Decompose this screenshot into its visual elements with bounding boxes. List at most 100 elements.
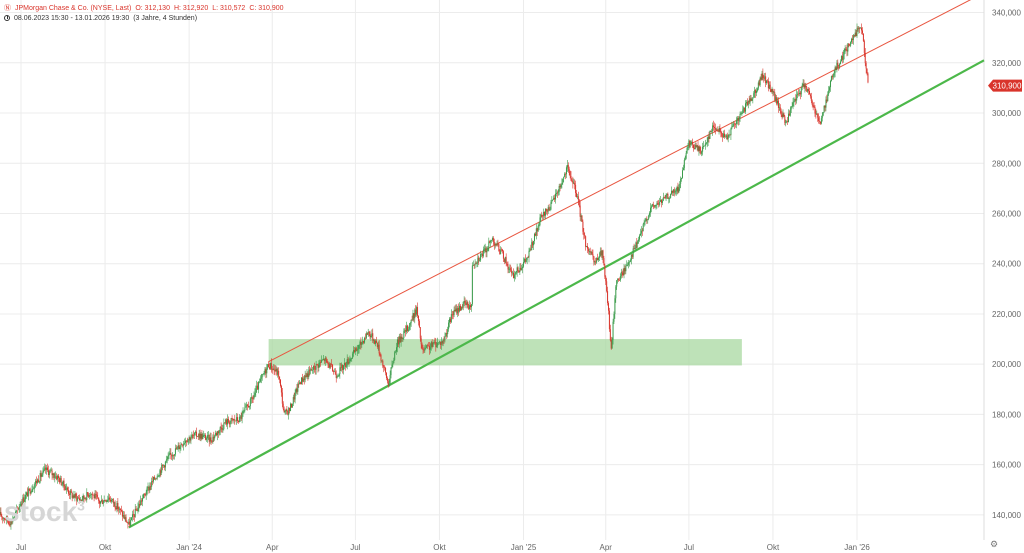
candle-body: [384, 367, 386, 368]
x-tick-label: Okt: [767, 543, 780, 552]
candle-body: [548, 207, 550, 211]
candle-body: [263, 373, 265, 375]
candle-body: [433, 342, 435, 344]
candle-body: [672, 189, 674, 193]
candle-body: [137, 507, 139, 512]
candle-body: [398, 336, 400, 345]
candle-body: [539, 217, 541, 226]
candle-body: [436, 345, 438, 348]
low-value: L: 310,572: [212, 5, 246, 12]
candle-body: [322, 358, 324, 360]
candle-body: [597, 258, 599, 261]
candle-body: [141, 500, 143, 502]
x-tick-label: Jul: [350, 543, 360, 552]
candle-body: [197, 436, 199, 438]
candle-body: [187, 439, 189, 443]
candle-body: [258, 381, 260, 390]
trend-lines[interactable]: [128, 0, 985, 529]
candle-body: [437, 342, 439, 346]
candle-body: [610, 340, 612, 349]
candle-body: [226, 419, 228, 425]
candle-body: [573, 183, 575, 184]
candle-body: [279, 376, 281, 380]
candle-body: [435, 342, 437, 348]
candle-body: [375, 340, 377, 343]
candle-body: [386, 377, 388, 382]
candle-body: [334, 371, 336, 375]
candle-body: [846, 49, 848, 52]
candle-body: [652, 204, 654, 206]
candle-body: [41, 474, 43, 477]
candle-body: [88, 494, 90, 497]
candle-body: [492, 238, 494, 242]
candle-body: [423, 349, 425, 351]
candle-body: [695, 144, 697, 148]
candle-body: [738, 117, 740, 121]
candle-body: [594, 261, 596, 263]
candle-body: [635, 242, 637, 249]
candle-body: [353, 350, 355, 354]
candle-body: [613, 313, 615, 322]
candle-body: [458, 307, 460, 312]
candle-body: [513, 274, 515, 279]
candle-body: [243, 410, 245, 412]
candle-body: [663, 197, 665, 198]
candle-body: [73, 495, 75, 498]
candle-body: [35, 480, 37, 485]
candle-body: [107, 499, 109, 501]
candle-body: [619, 276, 621, 281]
candle-body: [121, 511, 123, 517]
candle-body: [253, 395, 255, 399]
candle-body: [207, 434, 209, 436]
price-zone[interactable]: [268, 339, 742, 366]
scale-toggle-icon[interactable]: ⚙: [990, 539, 999, 549]
candle-body: [756, 88, 758, 91]
candle-body: [825, 99, 827, 108]
candle-body: [236, 417, 238, 422]
candle-body: [815, 113, 817, 115]
candle-body: [325, 357, 327, 360]
candle-body: [586, 246, 588, 249]
candle-body: [520, 267, 522, 271]
candle-body: [166, 458, 168, 460]
candle-body: [326, 359, 328, 363]
candle-body: [727, 137, 729, 140]
candle-body: [295, 388, 297, 393]
candle-body: [12, 519, 14, 523]
candle-body: [770, 89, 772, 92]
candle-body: [359, 341, 361, 345]
candle-body: [428, 345, 430, 347]
candle-body: [835, 67, 837, 71]
candle-body: [218, 430, 220, 434]
candle-body: [773, 92, 775, 93]
x-tick-label: Jul: [16, 543, 26, 552]
candle-body: [636, 242, 638, 244]
candle-body: [293, 397, 295, 400]
candle-body: [201, 433, 203, 439]
candle-body: [113, 502, 115, 504]
candle-body: [554, 193, 556, 200]
candle-body: [586, 246, 588, 247]
candle-body: [402, 337, 404, 339]
candle-body: [338, 374, 340, 376]
candle-body: [534, 233, 536, 236]
candle-body: [736, 118, 738, 121]
candle-body: [790, 107, 792, 110]
candle-body: [285, 409, 287, 411]
candle-body: [854, 32, 856, 37]
candle-body: [15, 511, 17, 514]
candle-body: [553, 197, 555, 200]
candle-body: [809, 94, 811, 97]
candle-body: [559, 186, 561, 188]
candle-body: [478, 257, 480, 261]
candle-body: [787, 121, 789, 123]
candle-body: [561, 182, 563, 185]
candle-body: [16, 508, 18, 510]
candle-body: [557, 192, 559, 194]
candle-body: [759, 77, 761, 85]
candle-body: [648, 215, 650, 220]
candle-body: [481, 253, 483, 257]
candle-body: [199, 433, 201, 439]
candle-body: [683, 159, 685, 168]
